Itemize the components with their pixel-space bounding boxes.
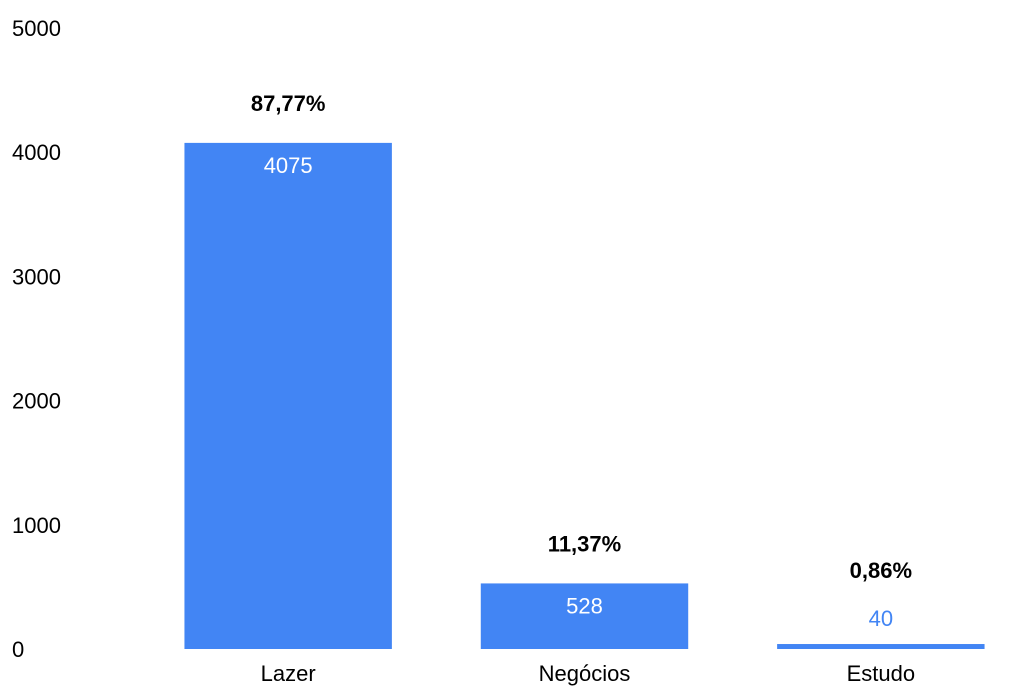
category-label: Lazer <box>261 661 316 686</box>
y-tick-label: 2000 <box>12 389 61 414</box>
bar <box>777 644 985 649</box>
percent-label: 11,37% <box>548 531 621 556</box>
category-label: Negócios <box>539 661 631 686</box>
y-tick-label: 3000 <box>12 264 61 289</box>
y-tick-label: 4000 <box>12 140 61 165</box>
percent-label: 87,77% <box>251 91 326 116</box>
value-label: 40 <box>869 606 893 631</box>
y-tick-label: 1000 <box>12 513 61 538</box>
bars: 4075 87,77% 528 11,37% 40 0,86% <box>184 91 985 649</box>
value-label: 528 <box>566 593 603 618</box>
category-label: Estudo <box>847 661 916 686</box>
bar <box>184 142 392 649</box>
percent-label: 0,86% <box>850 558 912 583</box>
value-label: 4075 <box>264 153 313 178</box>
x-axis: Lazer Negócios Estudo <box>261 661 915 686</box>
y-tick-label: 5000 <box>12 16 61 41</box>
y-axis: 0 1000 2000 3000 4000 5000 <box>12 16 61 662</box>
bar <box>480 583 689 649</box>
y-tick-label: 0 <box>12 637 24 662</box>
